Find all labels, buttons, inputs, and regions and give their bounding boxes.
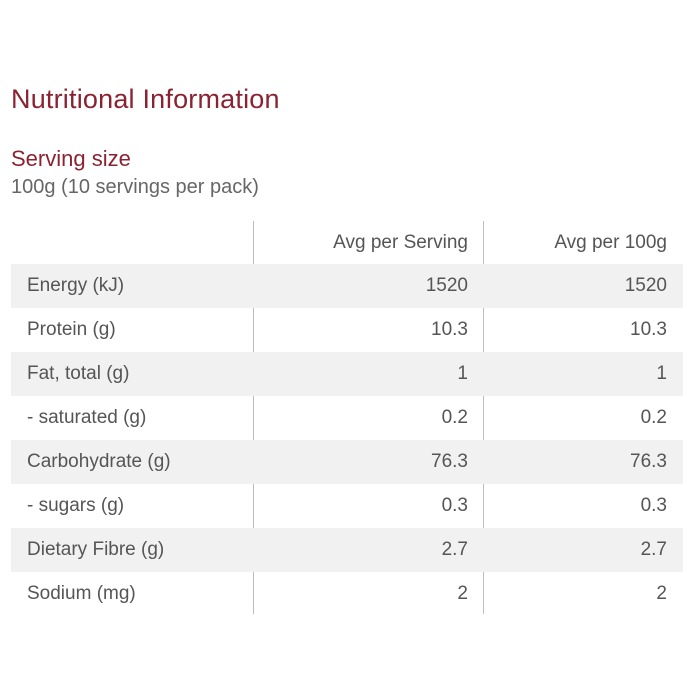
serving-size-label: Serving size [11,146,131,171]
nutrient-name: - saturated (g) [27,407,147,428]
per-serving-value: 10.3 [431,319,468,340]
per-serving-value: 1 [457,363,468,384]
per-serving-value: 1520 [425,275,468,296]
per-100g-value: 2.7 [640,539,667,560]
nutrient-name: Energy (kJ) [27,275,125,296]
table-row: - sugars (g) 0.3 0.3 [11,484,683,528]
header-cell-per-100g: Avg per 100g [554,231,667,253]
nutrient-name: - sugars (g) [27,495,125,516]
per-100g-value: 1520 [624,275,667,296]
table-row: Dietary Fibre (g) 2.7 2.7 [11,528,683,572]
page-title: Nutritional Information [11,84,280,114]
nutrient-name: Protein (g) [27,319,116,340]
table-row: - saturated (g) 0.2 0.2 [11,396,683,440]
nutrition-table: Avg per Serving Avg per 100g Energy (kJ)… [11,221,683,616]
per-100g-value: 1 [656,363,667,384]
table-header-row: Avg per Serving Avg per 100g [11,221,683,264]
per-100g-value: 2 [656,583,667,604]
nutrient-name: Sodium (mg) [27,583,136,604]
table-row: Energy (kJ) 1520 1520 [11,264,683,308]
serving-size-value: 100g (10 servings per pack) [11,176,259,198]
per-100g-value: 10.3 [630,319,667,340]
column-divider [483,221,484,614]
table-row: Carbohydrate (g) 76.3 76.3 [11,440,683,484]
header-cell-per-serving: Avg per Serving [333,231,468,253]
nutrient-name: Carbohydrate (g) [27,451,171,472]
per-serving-value: 0.3 [441,495,468,516]
per-serving-value: 0.2 [441,407,468,428]
per-serving-value: 76.3 [431,451,468,472]
per-serving-value: 2 [457,583,468,604]
per-serving-value: 2.7 [441,539,468,560]
per-100g-value: 0.3 [640,495,667,516]
per-100g-value: 76.3 [630,451,667,472]
nutrient-name: Fat, total (g) [27,363,130,384]
table-row: Fat, total (g) 1 1 [11,352,683,396]
table-row: Protein (g) 10.3 10.3 [11,308,683,352]
per-100g-value: 0.2 [640,407,667,428]
column-divider [253,221,254,614]
nutrient-name: Dietary Fibre (g) [27,539,165,560]
table-row: Sodium (mg) 2 2 [11,572,683,616]
